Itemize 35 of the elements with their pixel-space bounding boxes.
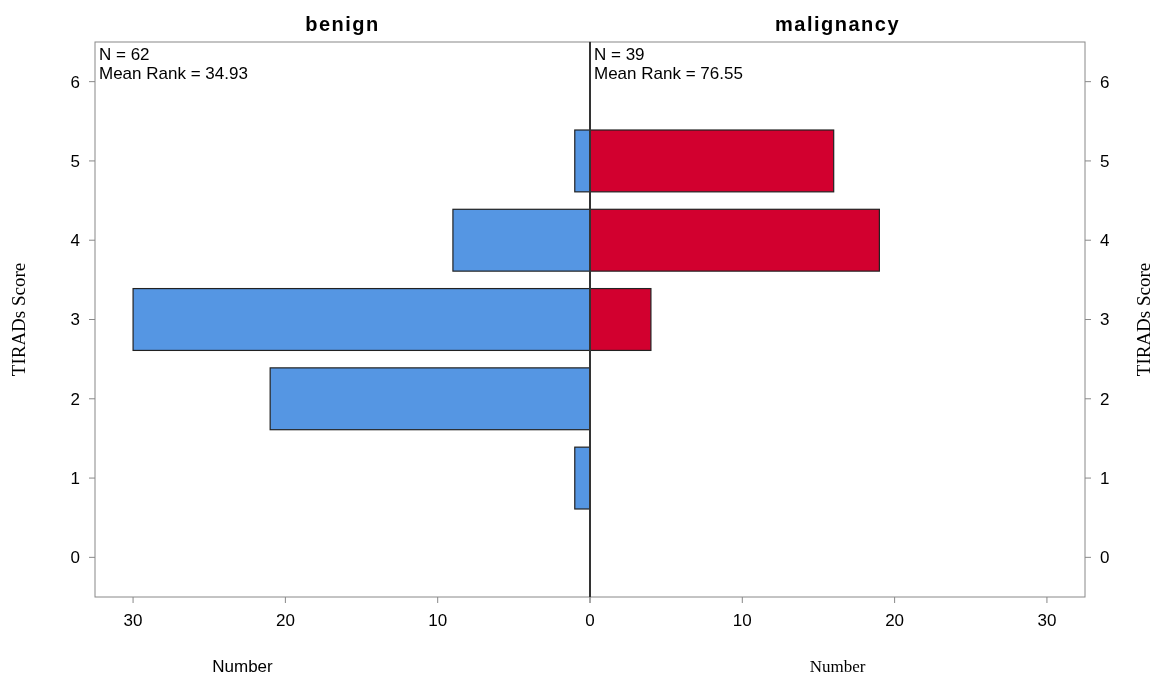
x-tick-label: 10 — [732, 611, 752, 630]
y-tick-label: 3 — [70, 310, 80, 330]
y-tick-label: 6 — [1100, 72, 1110, 92]
y-tick-label: 1 — [70, 469, 80, 489]
y-tick-label: 2 — [1100, 389, 1110, 409]
bar — [574, 129, 591, 193]
chart-title: malignancy — [774, 13, 901, 35]
y-tick-label: 0 — [1100, 548, 1110, 568]
x-axis-title: Number — [809, 657, 866, 676]
bar — [574, 446, 591, 510]
y-axis-title: TIRADs Score — [1133, 262, 1154, 377]
y-tick-label: 6 — [70, 72, 80, 92]
y-tick-label: 4 — [1100, 231, 1110, 251]
x-tick-label: 30 — [1037, 611, 1057, 630]
y-tick-label: 0 — [70, 548, 80, 568]
x-tick-label: 20 — [885, 611, 905, 630]
bar — [269, 367, 591, 431]
annotation: Mean Rank = 34.93 — [99, 64, 248, 83]
y-tick-label: 1 — [1100, 469, 1110, 489]
chart-title: benign — [305, 13, 380, 35]
annotation: N = 62 — [99, 45, 150, 64]
x-tick-label: 30 — [123, 611, 143, 630]
bar — [589, 287, 652, 352]
annotation: Mean Rank = 76.55 — [594, 64, 743, 83]
x-axis-title: Number — [212, 657, 274, 676]
x-tick-label: 0 — [585, 611, 595, 630]
y-tick-label: 3 — [1100, 310, 1110, 330]
y-tick-label: 4 — [70, 231, 80, 251]
y-axis-title: TIRADs Score — [8, 262, 29, 377]
y-tick-label: 2 — [70, 389, 80, 409]
x-tick-label: 10 — [428, 611, 448, 630]
x-tick-label: 20 — [275, 611, 295, 630]
y-tick-label: 5 — [70, 151, 80, 171]
annotation: N = 39 — [594, 45, 645, 64]
y-tick-label: 5 — [1100, 151, 1110, 171]
